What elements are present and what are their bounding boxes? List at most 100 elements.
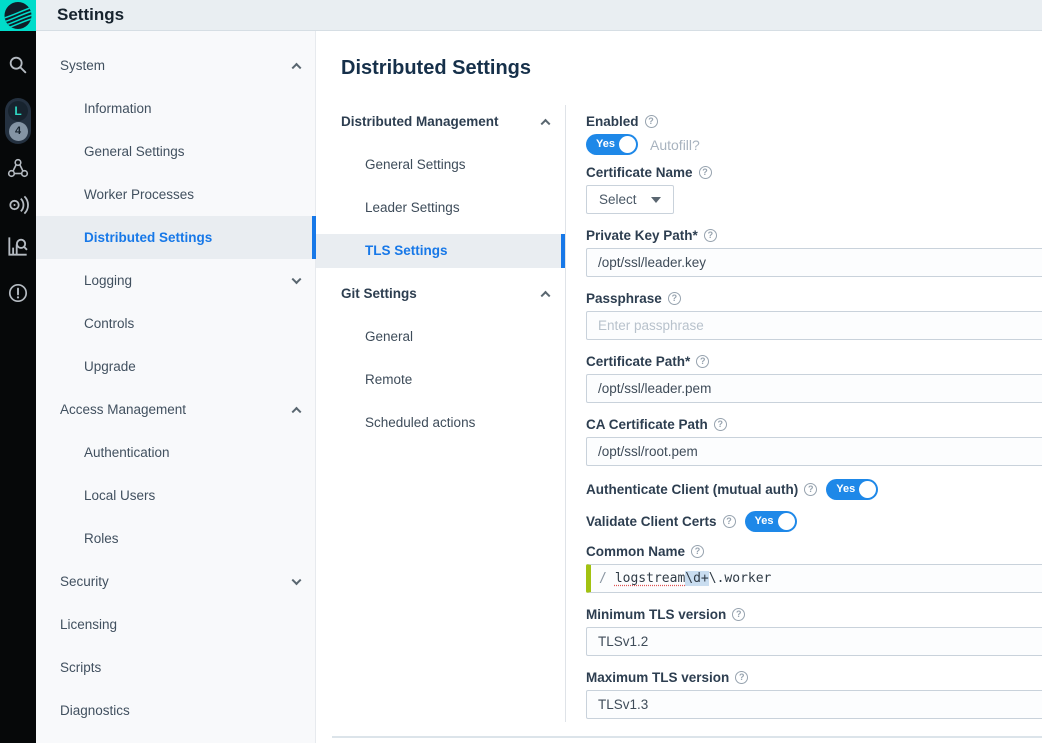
search-icon[interactable] (7, 54, 29, 76)
toggle-state-label: Yes (836, 482, 856, 495)
help-icon[interactable]: ? (698, 166, 712, 179)
cluster-icon[interactable] (6, 157, 30, 181)
help-icon[interactable]: ? (732, 608, 746, 621)
subnav-item-label: Distributed Management (341, 114, 499, 129)
private-key-path-input[interactable] (586, 248, 1042, 277)
help-icon[interactable]: ? (713, 418, 727, 431)
field-label-text: Passphrase (586, 291, 662, 306)
ca-certificate-path-input[interactable] (586, 437, 1042, 466)
regex-text: logstream (614, 571, 686, 586)
toggle-state-label: Yes (596, 138, 615, 150)
sidebar-item-label: Diagnostics (60, 703, 130, 718)
certificate-path-input[interactable] (586, 374, 1042, 403)
toggle-state-label: Yes (754, 514, 774, 527)
subnav-general-settings[interactable]: General Settings (316, 148, 565, 182)
regex-token-highlighted: \d+ (685, 571, 709, 586)
chevron-up-icon (540, 118, 551, 129)
sidebar-item-label: Logging (84, 273, 133, 288)
subnav-tls-settings[interactable]: TLS Settings (316, 234, 565, 268)
sidebar-item-licensing[interactable]: Licensing (36, 603, 315, 646)
sidebar-item-label: Access Management (60, 402, 187, 417)
subnav-git-settings[interactable]: Git Settings (316, 277, 565, 311)
sidebar-item-label: General Settings (84, 144, 185, 159)
help-icon[interactable]: ? (804, 482, 818, 496)
sidebar-item-general-settings[interactable]: General Settings (36, 130, 315, 173)
sidebar-item-label: Upgrade (84, 359, 136, 374)
subnav-git-general[interactable]: General (316, 320, 565, 354)
minimum-tls-version-label: Minimum TLS version ? (586, 606, 1042, 623)
field-label-text: Validate Client Certs (586, 513, 717, 529)
field-label-text: Authenticate Client (mutual auth) (586, 481, 799, 497)
regex-slash: / (599, 571, 607, 586)
sidebar-item-access-management[interactable]: Access Management (36, 388, 315, 431)
help-icon[interactable]: ? (703, 229, 717, 242)
sidebar-item-controls[interactable]: Controls (36, 302, 315, 345)
sidebar-item-scripts[interactable]: Scripts (36, 646, 315, 689)
enabled-label: Enabled ? (586, 113, 1042, 130)
chevron-up-icon (291, 406, 302, 417)
sidebar-item-roles[interactable]: Roles (36, 517, 315, 560)
sidebar-item-label: Authentication (84, 445, 170, 460)
sidebar-item-label: Security (60, 574, 109, 589)
data-stream-icon[interactable] (6, 193, 30, 217)
tls-settings-form: Enabled ? Yes Autofill? Certificate Name… (586, 105, 1042, 722)
minimum-tls-version-input[interactable] (586, 627, 1042, 656)
leader-node-badge[interactable]: L 4 (5, 98, 31, 144)
help-icon[interactable]: ? (644, 115, 658, 128)
authenticate-client-toggle[interactable]: Yes (826, 478, 879, 500)
sidebar-item-diagnostics[interactable]: Diagnostics (36, 689, 315, 732)
dropdown-caret-icon (651, 196, 661, 203)
common-name-regex-input[interactable]: / logstream \d+ \.worker (586, 564, 1042, 593)
validate-client-certs-toggle[interactable]: Yes (744, 510, 797, 532)
sidebar-item-distributed-settings[interactable]: Distributed Settings (36, 216, 316, 259)
sidebar-item-worker-processes[interactable]: Worker Processes (36, 173, 315, 216)
worker-count-badge: 4 (8, 122, 28, 141)
help-icon[interactable]: ? (722, 514, 736, 528)
monitoring-icon[interactable] (5, 233, 31, 259)
sidebar-item-label: Licensing (60, 617, 118, 632)
passphrase-input[interactable] (586, 311, 1042, 340)
certificate-name-select[interactable]: Select (586, 185, 674, 214)
field-label-text: Certificate Path* (586, 354, 691, 369)
help-icon[interactable]: ? (735, 671, 749, 684)
subnav-distributed-management[interactable]: Distributed Management (316, 105, 565, 139)
toggle-knob (859, 480, 877, 498)
brand-logo[interactable] (0, 0, 36, 31)
sidebar-item-logging[interactable]: Logging (36, 259, 315, 302)
sidebar-item-upgrade[interactable]: Upgrade (36, 345, 315, 388)
subnav-git-remote[interactable]: Remote (316, 363, 565, 397)
main-content: Distributed Settings Distributed Managem… (316, 31, 1042, 743)
subnav-git-scheduled-actions[interactable]: Scheduled actions (316, 406, 565, 440)
passphrase-label: Passphrase ? (586, 290, 1042, 307)
field-label-text: Common Name (586, 544, 686, 559)
autofill-hint: Autofill? (650, 136, 700, 153)
maximum-tls-version-input[interactable] (586, 690, 1042, 719)
toggle-knob (619, 136, 636, 153)
sidebar-item-label: Local Users (84, 488, 156, 503)
chevron-up-icon (291, 62, 302, 73)
subnav-leader-settings[interactable]: Leader Settings (316, 191, 565, 225)
field-label-text: CA Certificate Path (586, 417, 708, 432)
help-icon[interactable]: ? (696, 355, 710, 368)
settings-sidebar: System Information General Settings Work… (36, 31, 316, 743)
help-icon[interactable]: ? (667, 292, 681, 305)
enabled-toggle[interactable]: Yes (586, 134, 638, 155)
leader-letter: L (8, 101, 28, 121)
subnav-item-label: Git Settings (341, 286, 417, 301)
sidebar-item-label: Scripts (60, 660, 102, 675)
field-label-text: Private Key Path* (586, 228, 698, 243)
page-header-title: Settings (57, 5, 125, 24)
help-icon[interactable]: ? (691, 545, 705, 558)
sidebar-item-authentication[interactable]: Authentication (36, 431, 315, 474)
sidebar-item-local-users[interactable]: Local Users (36, 474, 315, 517)
notifications-icon[interactable] (6, 281, 30, 305)
sidebar-item-security[interactable]: Security (36, 560, 315, 603)
sidebar-item-information[interactable]: Information (36, 87, 315, 130)
sidebar-item-label: Distributed Settings (84, 230, 213, 245)
subnav-item-label: Scheduled actions (365, 415, 476, 430)
sidebar-item-label: Controls (84, 316, 135, 331)
ca-certificate-path-label: CA Certificate Path ? (586, 416, 1042, 433)
authenticate-client-label: Authenticate Client (mutual auth) ? (586, 481, 818, 498)
sidebar-item-system[interactable]: System (36, 44, 315, 87)
icon-rail: L 4 (0, 31, 36, 743)
